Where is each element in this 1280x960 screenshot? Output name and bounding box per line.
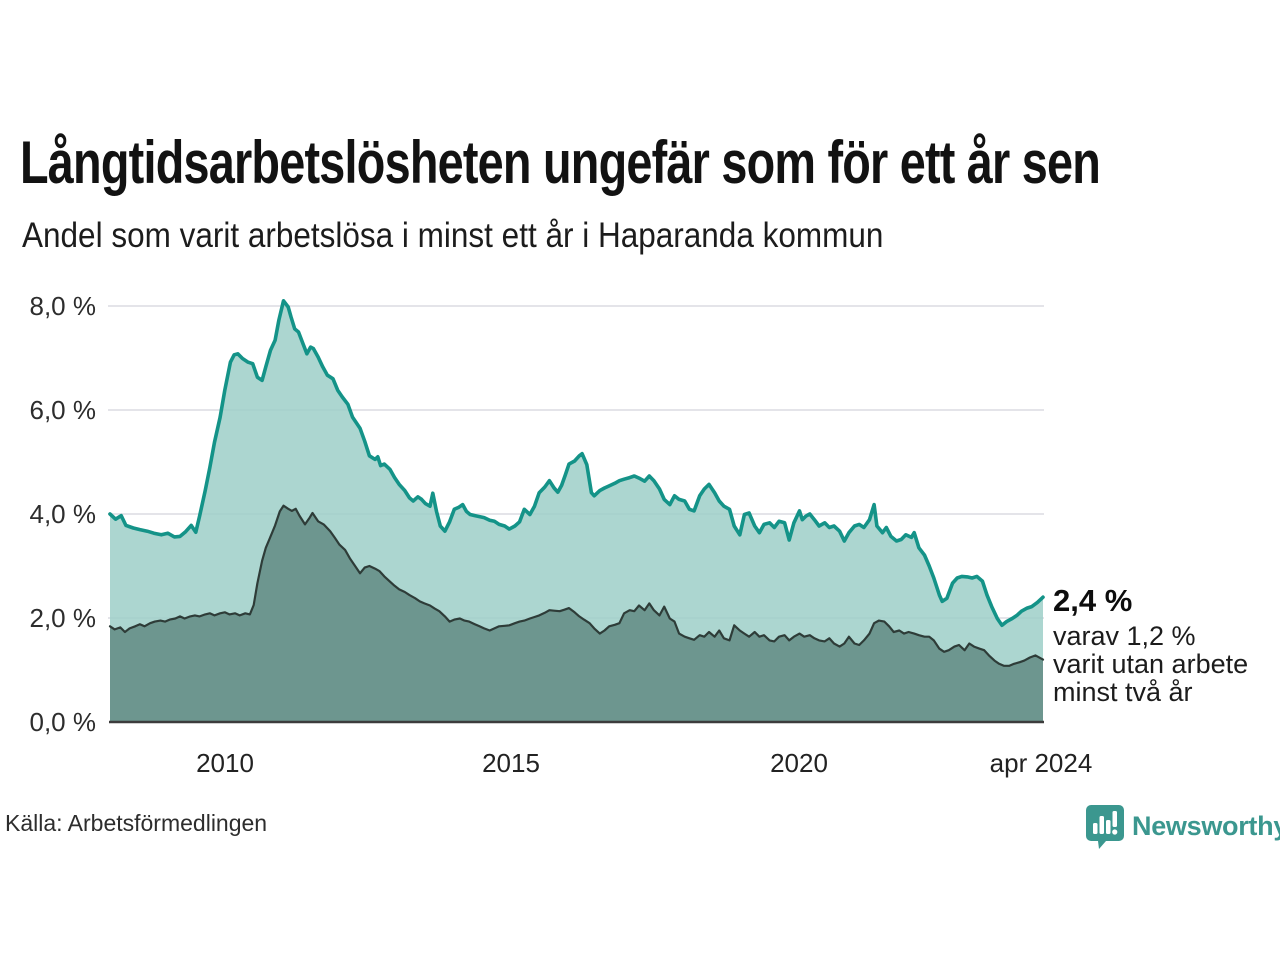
area-two-years — [110, 505, 1043, 722]
y-tick-label: 4,0 % — [29, 499, 97, 529]
x-tick-label: 2015 — [482, 748, 540, 778]
y-tick-label: 8,0 % — [29, 291, 97, 321]
x-tick-label: 2020 — [770, 748, 828, 778]
latest-value-sublabel: varav 1,2 % varit utan arbete minst två … — [1053, 621, 1249, 707]
page-title: Långtidsarbetslösheten ungefär som för e… — [20, 129, 1101, 196]
newsworthy-wordmark: Newsworthy — [1132, 810, 1280, 841]
line-total — [108, 299, 1045, 628]
page-subtitle: Andel som varit arbetslösa i minst ett å… — [22, 216, 884, 255]
x-tick-label: 2010 — [196, 748, 254, 778]
source-credit: Källa: Arbetsförmedlingen — [5, 810, 268, 836]
area-total — [110, 300, 1043, 722]
newsworthy-brand: Newsworthy — [1086, 802, 1280, 850]
y-tick-label: 6,0 % — [29, 395, 97, 425]
newsworthy-logo-icon — [1086, 805, 1124, 849]
x-tick-label: apr 2024 — [989, 748, 1093, 778]
latest-value-label: 2,4 % — [1053, 583, 1133, 618]
y-tick-label: 2,0 % — [29, 603, 97, 633]
line-two-years — [108, 504, 1045, 667]
y-tick-label: 0,0 % — [29, 707, 97, 737]
